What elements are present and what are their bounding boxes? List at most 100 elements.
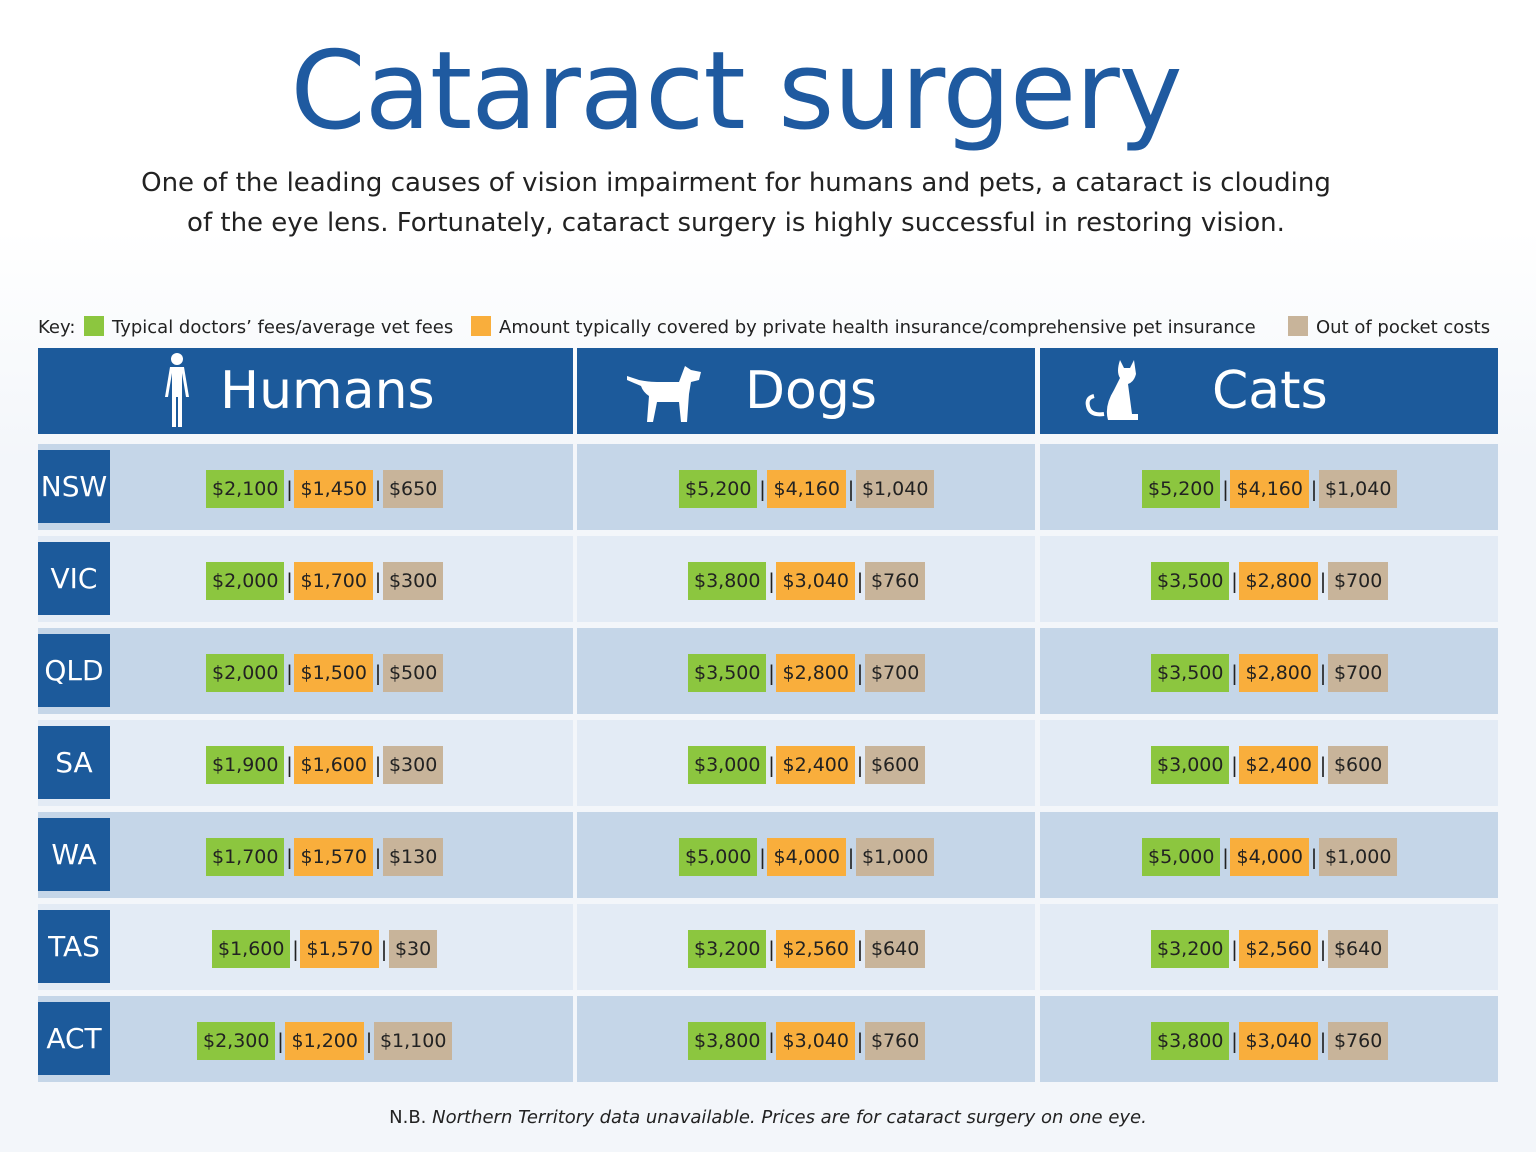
insured-amount-value: $2,800 (1239, 562, 1318, 600)
insured-amount-value: $3,040 (776, 562, 855, 600)
column-header-label: Humans (220, 361, 435, 421)
value-separator: | (292, 937, 299, 961)
value-separator: | (286, 845, 293, 869)
doctor-fee-value: $3,000 (688, 746, 767, 784)
doctor-fee-value: $3,500 (688, 654, 767, 692)
out-of-pocket-value: $300 (382, 746, 444, 784)
insured-amount-value: $2,400 (1239, 746, 1318, 784)
out-of-pocket-value: $1,000 (855, 838, 935, 876)
human-figure-icon (165, 353, 189, 427)
value-separator: | (759, 477, 766, 501)
doctor-fee-value: $5,000 (679, 838, 758, 876)
cost-group-humans-sa: $1,900 | $1,600 | $300 (206, 746, 444, 784)
value-separator: | (768, 1029, 775, 1053)
row-label-act: ACT (38, 1002, 110, 1075)
out-of-pocket-value: $650 (382, 470, 444, 508)
doctor-fee-value: $1,900 (206, 746, 285, 784)
value-separator: | (768, 753, 775, 777)
cost-group-humans-nsw: $2,100 | $1,450 | $650 (206, 470, 444, 508)
doctor-fee-value: $3,200 (1151, 930, 1230, 968)
row-label-qld: QLD (38, 634, 110, 707)
value-separator: | (374, 569, 382, 593)
page-title: Cataract surgery (290, 29, 1182, 154)
insured-amount-value: $2,400 (776, 746, 855, 784)
value-separator: | (856, 569, 864, 593)
value-separator: | (1319, 937, 1327, 961)
doctor-fee-value: $3,800 (1151, 1022, 1230, 1060)
insured-amount-value: $1,570 (300, 930, 379, 968)
out-of-pocket-value: $760 (864, 562, 926, 600)
insured-amount-value: $1,500 (294, 654, 373, 692)
value-separator: | (380, 937, 388, 961)
insured-amount-value: $2,560 (1239, 930, 1318, 968)
footnote: N.B. Northern Territory data unavailable… (0, 1104, 1536, 1132)
out-of-pocket-value: $640 (864, 930, 926, 968)
insured-amount-value: $2,560 (776, 930, 855, 968)
value-separator: | (1231, 569, 1238, 593)
insured-amount-value: $1,700 (294, 562, 373, 600)
cost-group-dogs-act: $3,800 | $3,040 | $760 (688, 1022, 926, 1060)
value-separator: | (1319, 753, 1327, 777)
subtitle-line: of the eye lens. Fortunately, cataract s… (187, 208, 1285, 238)
value-separator: | (286, 753, 293, 777)
cost-group-cats-qld: $3,500 | $2,800 | $700 (1151, 654, 1389, 692)
row-label-nsw: NSW (38, 450, 110, 523)
value-separator: | (856, 661, 864, 685)
value-separator: | (374, 661, 382, 685)
value-separator: | (365, 1029, 373, 1053)
value-separator: | (374, 845, 382, 869)
cost-group-dogs-nsw: $5,200 | $4,160 | $1,040 (679, 470, 935, 508)
cost-group-dogs-vic: $3,800 | $3,040 | $760 (688, 562, 926, 600)
legend-swatch-doctor-fees (84, 316, 104, 336)
value-separator: | (286, 569, 293, 593)
insured-amount-value: $4,160 (1230, 470, 1309, 508)
insured-amount-value: $1,570 (294, 838, 373, 876)
doctor-fee-value: $5,200 (1142, 470, 1221, 508)
out-of-pocket-value: $700 (1327, 562, 1389, 600)
out-of-pocket-value: $30 (388, 930, 438, 968)
doctor-fee-value: $3,800 (688, 562, 767, 600)
subtitle-line: One of the leading causes of vision impa… (141, 168, 1331, 198)
value-separator: | (856, 753, 864, 777)
out-of-pocket-value: $1,000 (1318, 838, 1398, 876)
doctor-fee-value: $2,000 (206, 654, 285, 692)
insured-amount-value: $3,040 (776, 1022, 855, 1060)
insured-amount-value: $1,450 (294, 470, 373, 508)
column-header-cats: Cats (1040, 348, 1498, 434)
out-of-pocket-value: $700 (864, 654, 926, 692)
value-separator: | (856, 1029, 864, 1053)
doctor-fee-value: $3,200 (688, 930, 767, 968)
cost-group-cats-act: $3,800 | $3,040 | $760 (1151, 1022, 1389, 1060)
value-separator: | (374, 753, 382, 777)
cost-group-dogs-qld: $3,500 | $2,800 | $700 (688, 654, 926, 692)
value-separator: | (1231, 937, 1238, 961)
value-separator: | (759, 845, 766, 869)
cost-group-cats-tas: $3,200 | $2,560 | $640 (1151, 930, 1389, 968)
out-of-pocket-value: $760 (1327, 1022, 1389, 1060)
doctor-fee-value: $3,500 (1151, 562, 1230, 600)
row-label-tas: TAS (38, 910, 110, 983)
value-separator: | (1319, 1029, 1327, 1053)
insured-amount-value: $1,200 (285, 1022, 364, 1060)
column-header-label: Dogs (745, 361, 877, 421)
cost-group-dogs-sa: $3,000 | $2,400 | $600 (688, 746, 926, 784)
value-separator: | (768, 661, 775, 685)
value-separator: | (1319, 569, 1327, 593)
out-of-pocket-value: $700 (1327, 654, 1389, 692)
out-of-pocket-value: $640 (1327, 930, 1389, 968)
cost-group-humans-tas: $1,600 | $1,570 | $30 (212, 930, 438, 968)
value-separator: | (768, 569, 775, 593)
insured-amount-value: $4,000 (1230, 838, 1309, 876)
value-separator: | (1222, 845, 1229, 869)
cost-group-humans-wa: $1,700 | $1,570 | $130 (206, 838, 444, 876)
column-header-dogs: Dogs (577, 348, 1035, 434)
value-separator: | (1222, 477, 1229, 501)
footnote-body: Northern Territory data unavailable. Pri… (432, 1107, 1147, 1128)
cost-group-dogs-tas: $3,200 | $2,560 | $640 (688, 930, 926, 968)
out-of-pocket-value: $500 (382, 654, 444, 692)
cost-group-cats-sa: $3,000 | $2,400 | $600 (1151, 746, 1389, 784)
value-separator: | (286, 661, 293, 685)
value-separator: | (847, 845, 855, 869)
insured-amount-value: $4,000 (767, 838, 846, 876)
